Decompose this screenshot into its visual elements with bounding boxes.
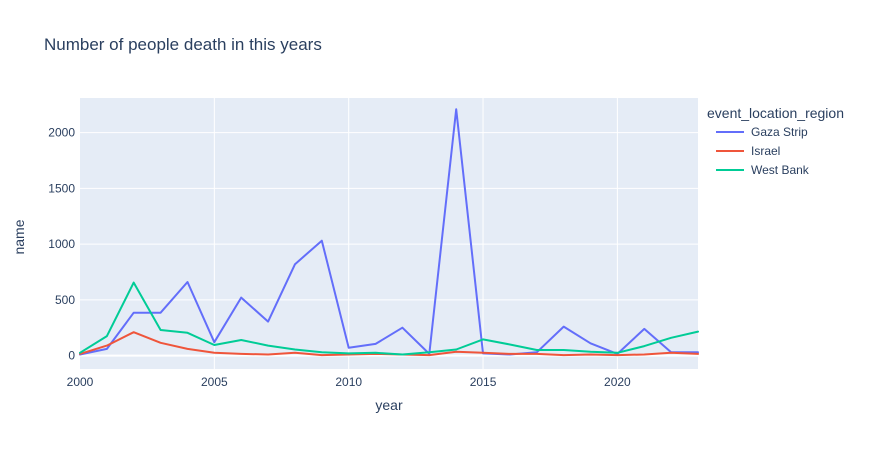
x-tick-label: 2020 [604,375,631,389]
x-tick-label: 2010 [335,375,362,389]
series-line-west-bank[interactable] [79,281,699,356]
y-gridlines [80,132,698,357]
legend-item-west-bank[interactable]: West Bank [716,163,810,177]
y-tick-label: 1000 [48,237,75,251]
x-tick-label: 2015 [470,375,497,389]
x-tick-label: 2000 [67,375,94,389]
y-tick-labels: 0 500 1000 1500 2000 [48,126,75,363]
y-tick-label: 500 [55,293,75,307]
y-tick-label: 1500 [48,181,75,195]
x-gridlines [213,98,618,369]
legend-label: Israel [751,144,780,158]
legend-items[interactable]: Gaza Strip Israel West Bank [716,125,810,177]
chart-title: Number of people death in this years [44,35,322,54]
x-tick-labels: 2000 2005 2010 2015 2020 [67,375,631,389]
x-axis-title: year [375,397,403,413]
series-line-gaza-strip[interactable] [79,108,699,356]
legend-title: event_location_region [707,105,844,121]
y-tick-label: 0 [68,349,75,363]
legend-label: West Bank [751,163,810,177]
series-lines [79,108,699,357]
legend-label: Gaza Strip [751,125,808,139]
x-tick-label: 2005 [201,375,228,389]
y-axis-title: name [11,219,27,254]
legend-item-gaza-strip[interactable]: Gaza Strip [716,125,808,139]
legend-item-israel[interactable]: Israel [716,144,780,158]
legend[interactable]: event_location_region Gaza Strip Israel We… [707,105,844,177]
y-tick-label: 2000 [48,126,75,140]
plot-area [80,98,698,369]
